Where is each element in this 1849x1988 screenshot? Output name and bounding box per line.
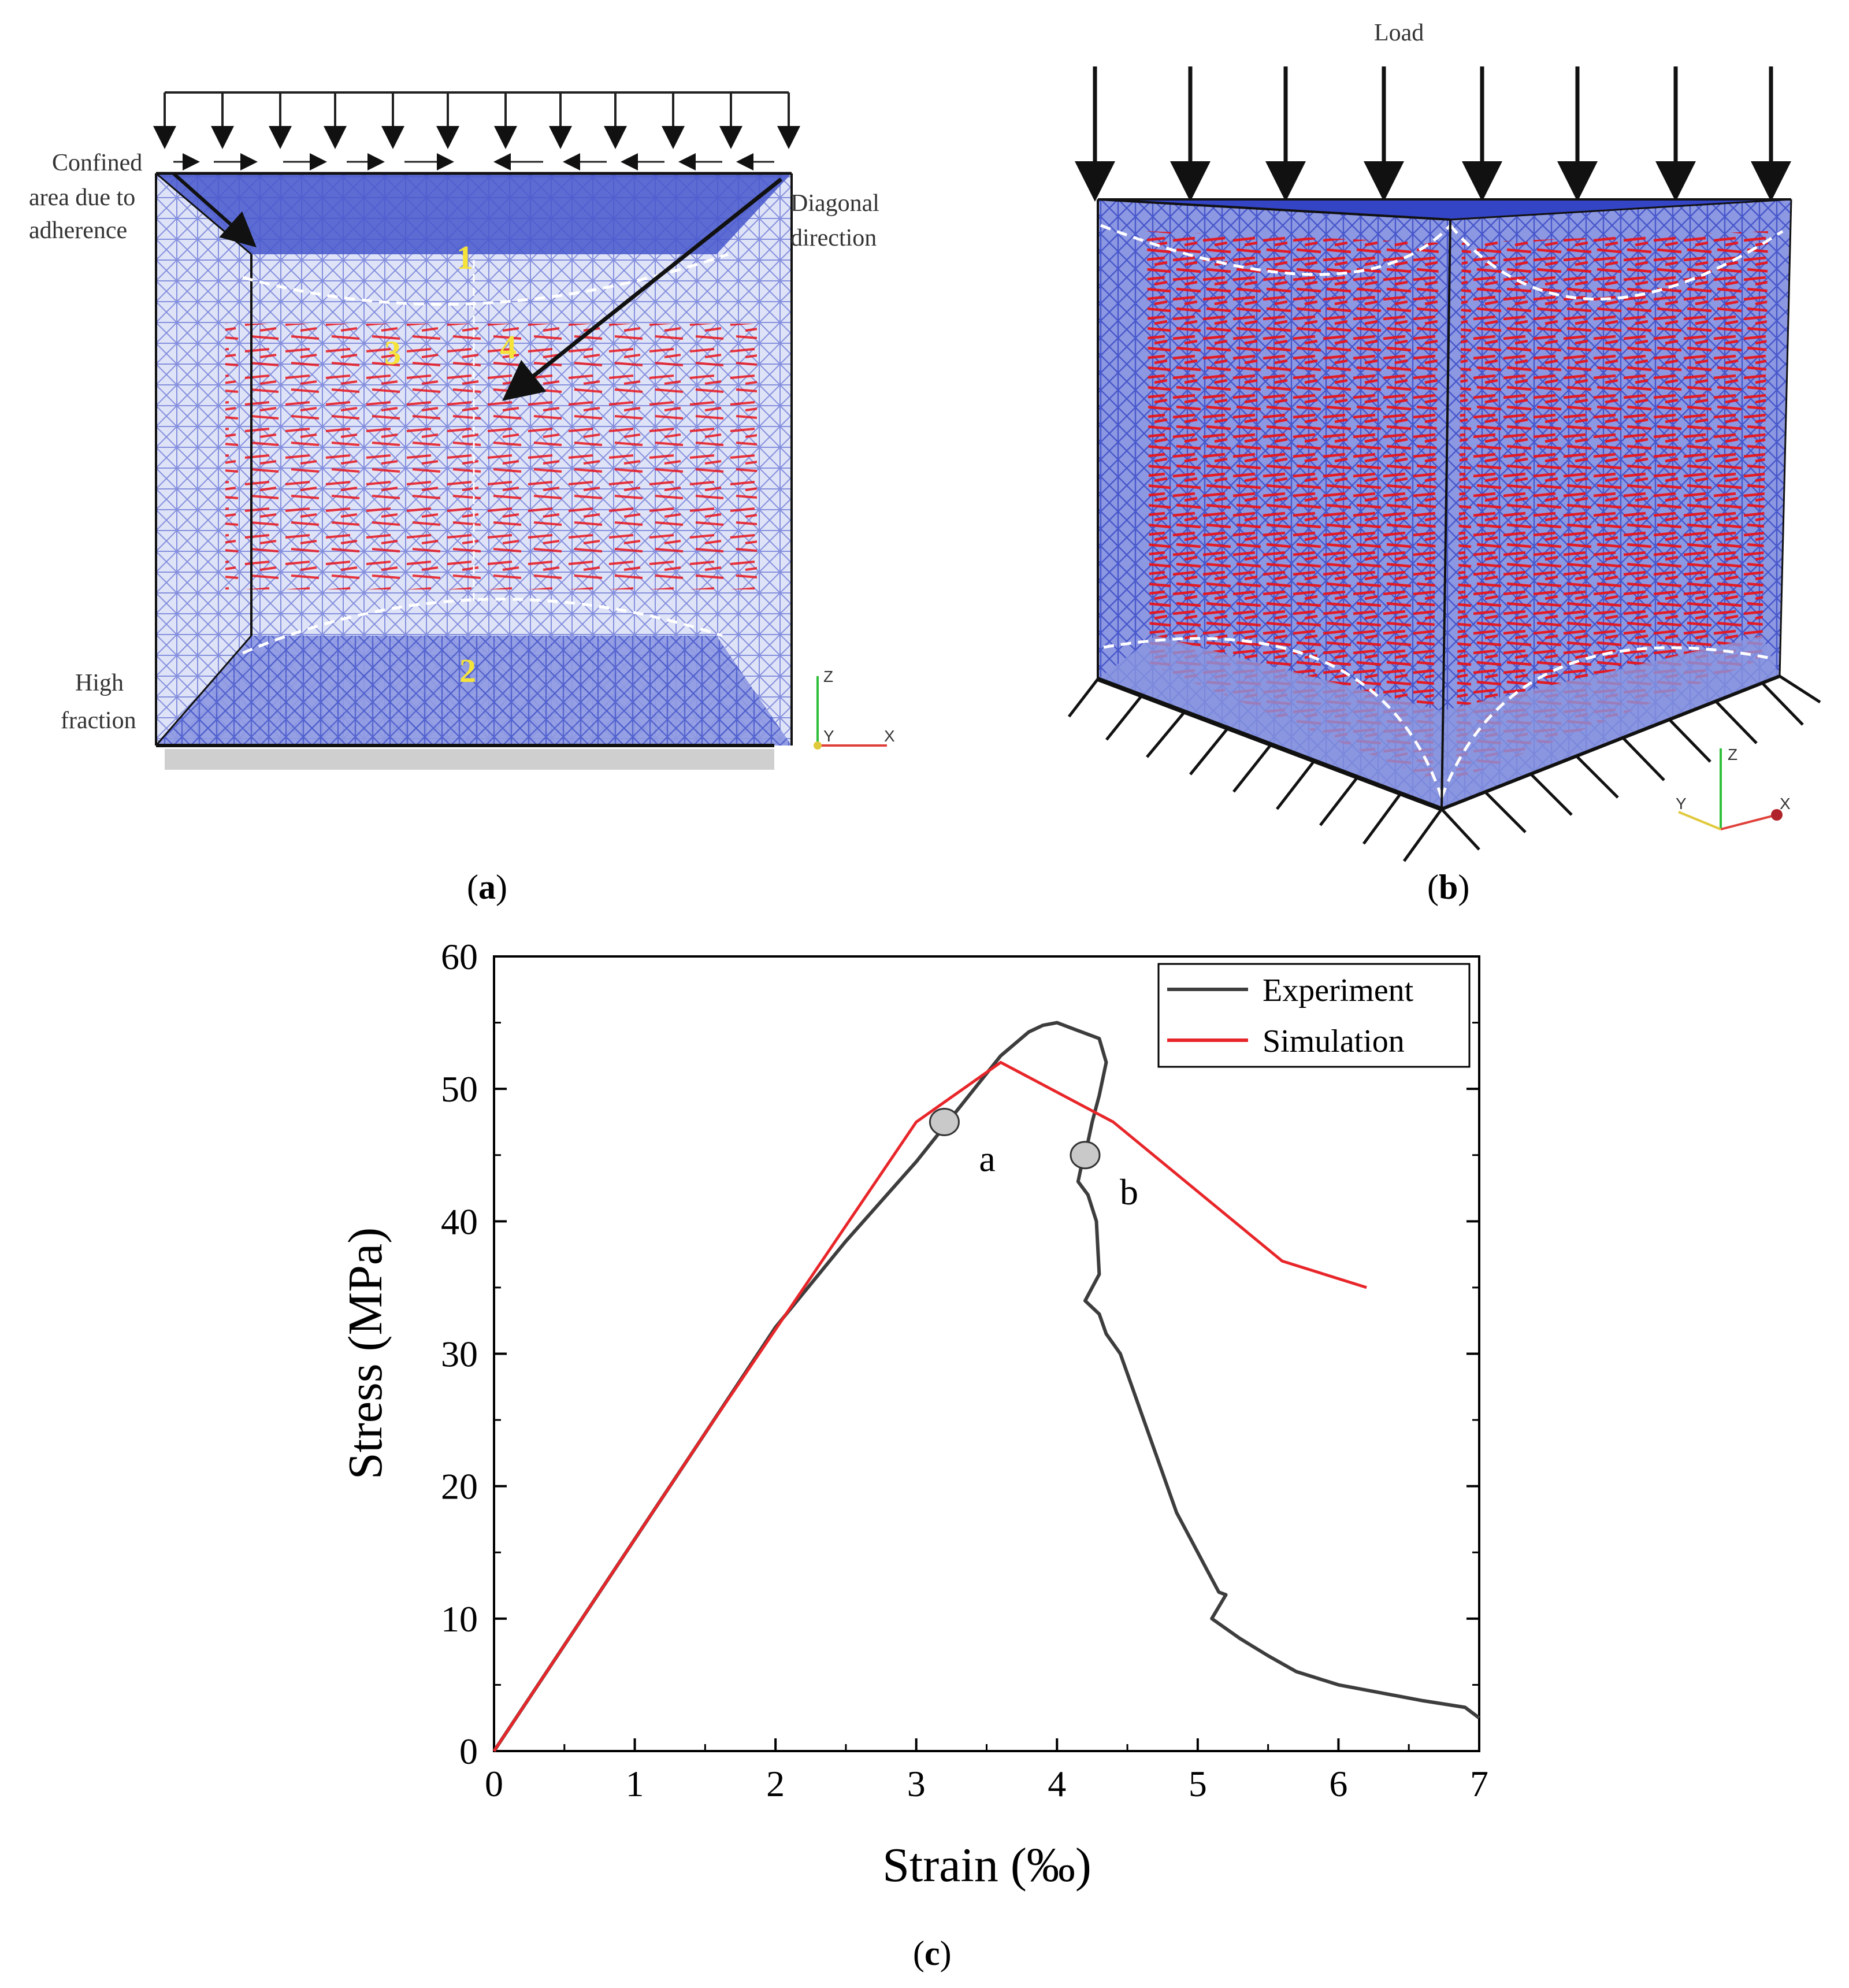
- panel-b-label: (b): [1427, 868, 1469, 906]
- y-tick-label: 40: [441, 1201, 478, 1242]
- y-tick-label: 20: [441, 1466, 478, 1507]
- x-tick-label: 7: [1470, 1763, 1488, 1804]
- panel-a: Confined area due to adherence Diagonal …: [29, 91, 895, 906]
- point-marker-b: [1070, 1141, 1101, 1170]
- chart-legend: Experiment Simulation: [1157, 963, 1471, 1068]
- x-tick-label: 5: [1189, 1763, 1207, 1804]
- panel-a-label: (a): [467, 868, 507, 906]
- axis-z-label-b: Z: [1728, 746, 1737, 763]
- panel-a-mesh-cube: [155, 172, 793, 770]
- panel-b-axes-triad: Z Y X: [1676, 746, 1791, 830]
- x-tick-label: 2: [766, 1763, 785, 1804]
- confined-pointer-arrow: [172, 172, 257, 247]
- axis-x-label-b: X: [1780, 795, 1791, 813]
- x-tick-label: 0: [485, 1763, 503, 1804]
- point-label-b: b: [1120, 1171, 1138, 1212]
- panel-b: Load: [1068, 20, 1821, 906]
- axis-z-label-a: Z: [823, 667, 833, 685]
- axis-y-label-a: Y: [823, 727, 834, 745]
- y-tick-label: 50: [441, 1069, 478, 1110]
- panel-c-label-close: ): [940, 1934, 952, 1972]
- x-tick-label: 6: [1329, 1763, 1347, 1804]
- series-line-experiment: [492, 1021, 1480, 1752]
- zone-label-3: 3: [384, 334, 401, 372]
- point-label-a: a: [979, 1138, 995, 1179]
- panel-a-label-open: (: [467, 868, 478, 906]
- annot-diagonal-line1: Diagonal: [790, 190, 879, 217]
- y-tick-label: 60: [441, 936, 478, 977]
- zone-label-1: 1: [456, 239, 473, 276]
- point-marker-a: [929, 1107, 960, 1136]
- panel-a-load-arrows: [153, 91, 800, 149]
- annot-confined-line2: area due to: [29, 184, 135, 211]
- panel-a-label-letter: a: [478, 868, 496, 906]
- panel-a-axes-triad: Z Y X: [814, 667, 895, 750]
- annot-high-line1: High: [75, 670, 124, 696]
- load-label: Load: [1374, 20, 1424, 46]
- legend-label-experiment: Experiment: [1263, 973, 1414, 1008]
- panel-c-label-letter: c: [924, 1934, 940, 1972]
- panel-b-mesh-cube: [1097, 198, 1792, 811]
- y-axis-ticks: 0 10 20 30 40 50 60: [441, 936, 1479, 1772]
- panel-b-load-arrows: [1075, 66, 1791, 202]
- panel-a-label-close: ): [496, 868, 507, 906]
- y-tick-label: 10: [441, 1598, 478, 1640]
- y-tick-label: 30: [441, 1334, 478, 1375]
- legend-box: [1157, 963, 1471, 1068]
- panel-c-label: (c): [913, 1934, 952, 1972]
- annot-diagonal-line2: direction: [790, 225, 877, 251]
- x-axis-title: Strain (‰): [882, 1838, 1091, 1892]
- panel-b-label-close: ): [1458, 868, 1469, 906]
- x-tick-label: 1: [626, 1763, 644, 1804]
- annot-high-line2: fraction: [61, 707, 136, 734]
- series-layer: [492, 1021, 1480, 1752]
- annot-confined-line3: adherence: [29, 217, 127, 244]
- panel-c-label-open: (: [913, 1934, 924, 1972]
- panel-b-label-letter: b: [1439, 868, 1458, 906]
- x-axis-ticks: 0 1 2 3 4 5 6 7: [485, 1738, 1488, 1804]
- zone-label-4: 4: [500, 328, 517, 366]
- legend-label-simulation: Simulation: [1263, 1023, 1405, 1059]
- panel-b-ground-hatching: [1068, 674, 1821, 862]
- zone-label-2: 2: [459, 652, 476, 689]
- marker-layer: ab: [929, 1107, 1138, 1212]
- axis-y-label-b: Y: [1676, 795, 1687, 813]
- annot-confined-line1: Confined: [52, 150, 142, 176]
- x-tick-label: 3: [907, 1763, 926, 1804]
- panel-b-label-open: (: [1427, 868, 1439, 906]
- series-line-simulation: [492, 1060, 1367, 1752]
- y-tick-label: 0: [459, 1731, 478, 1772]
- diagonal-pointer-arrow: [502, 177, 783, 401]
- axis-x-label-a: X: [884, 727, 895, 745]
- x-tick-label: 4: [1048, 1763, 1066, 1804]
- y-axis-title: Stress (MPa): [339, 1227, 392, 1479]
